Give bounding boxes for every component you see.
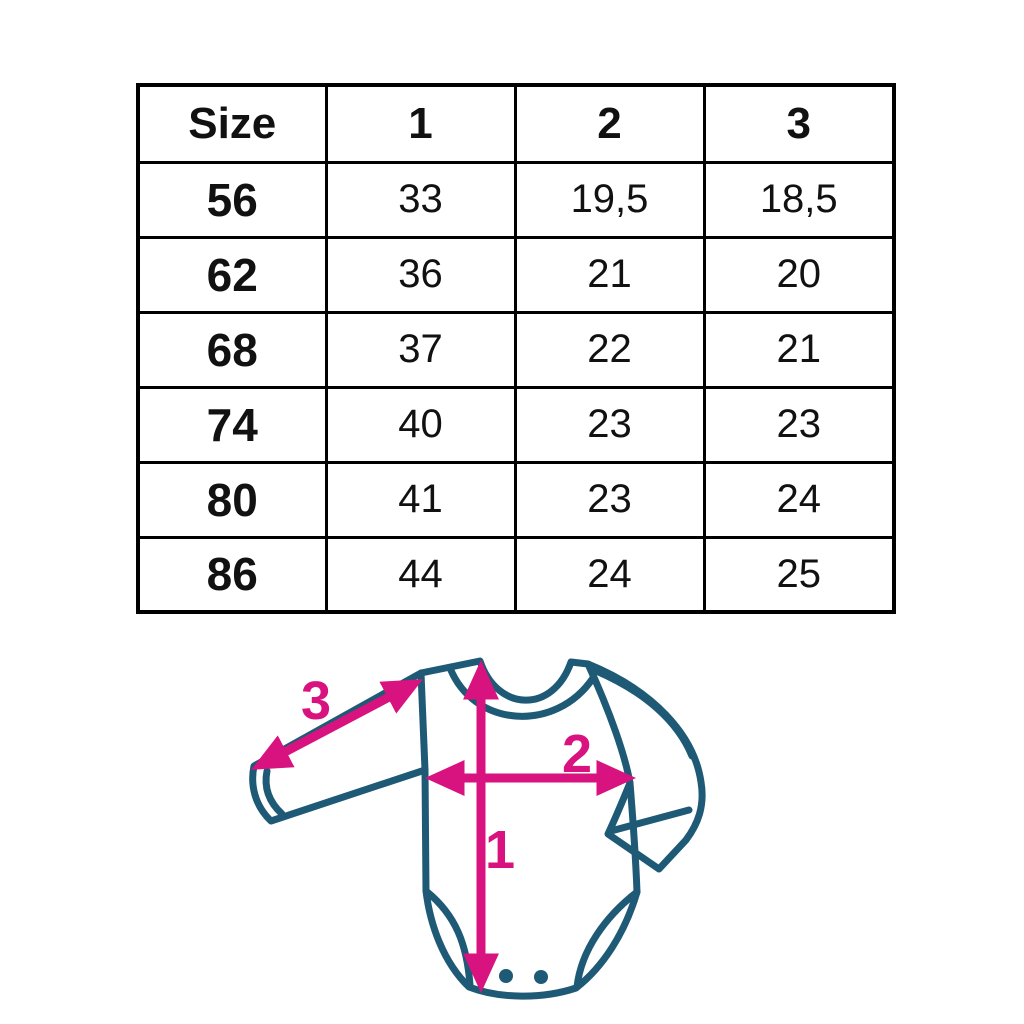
measurement-cell: 40 <box>324 385 517 464</box>
measurement-cell: 18,5 <box>702 160 896 239</box>
measurement-cell: 21 <box>513 235 706 314</box>
snap-dot <box>534 970 548 984</box>
table-row: 56 33 19,5 18,5 <box>136 160 896 239</box>
right-cuff-seam <box>607 806 693 835</box>
measurement-cell: 22 <box>513 310 706 389</box>
measurement-cell: 36 <box>324 235 517 314</box>
body-outline <box>417 657 641 1000</box>
measurement-cell: 37 <box>324 310 517 389</box>
measurement-cell: 23 <box>513 385 706 464</box>
measure-label-2: 2 <box>562 724 592 784</box>
col-header-size: Size <box>136 83 328 164</box>
measurement-cell: 24 <box>513 535 706 614</box>
measure-label-1: 1 <box>485 820 515 880</box>
size-cell: 86 <box>136 535 328 614</box>
measurement-cell: 24 <box>702 460 896 539</box>
measurement-cell: 44 <box>324 535 517 614</box>
measurement-cell: 21 <box>702 310 896 389</box>
col-header-3: 3 <box>702 83 896 164</box>
size-cell: 80 <box>136 460 328 539</box>
table-row: 80 41 23 24 <box>136 460 896 539</box>
left-leg-binding <box>422 887 474 989</box>
size-cell: 68 <box>136 310 328 389</box>
measurement-cell: 20 <box>702 235 896 314</box>
table-row: 74 40 23 23 <box>136 385 896 464</box>
measurement-cell: 25 <box>702 535 896 614</box>
size-cell: 74 <box>136 385 328 464</box>
neck-binding <box>446 664 597 720</box>
table-row: 62 36 21 20 <box>136 235 896 314</box>
table-row: 86 44 24 25 <box>136 535 896 614</box>
size-cell: 62 <box>136 235 328 314</box>
left-cuff-seam <box>262 767 286 818</box>
measurement-cell: 41 <box>324 460 517 539</box>
measurement-cell: 23 <box>702 385 896 464</box>
col-header-2: 2 <box>513 83 706 164</box>
arrow-3-sleeve <box>251 679 423 770</box>
measurement-cell: 23 <box>513 460 706 539</box>
measurement-cell: 19,5 <box>513 160 706 239</box>
snap-dot <box>499 969 513 983</box>
table-row: 68 37 22 21 <box>136 310 896 389</box>
measurement-cell: 33 <box>324 160 517 239</box>
size-cell: 56 <box>136 160 328 239</box>
size-table: Size 1 2 3 56 33 19,5 18,5 62 36 21 20 6… <box>136 83 896 614</box>
col-header-1: 1 <box>324 83 517 164</box>
table-header-row: Size 1 2 3 <box>136 83 896 164</box>
right-leg-binding <box>573 888 641 991</box>
measure-label-3: 3 <box>301 671 331 731</box>
left-sleeve <box>249 669 429 825</box>
right-sleeve-seam <box>590 666 696 760</box>
